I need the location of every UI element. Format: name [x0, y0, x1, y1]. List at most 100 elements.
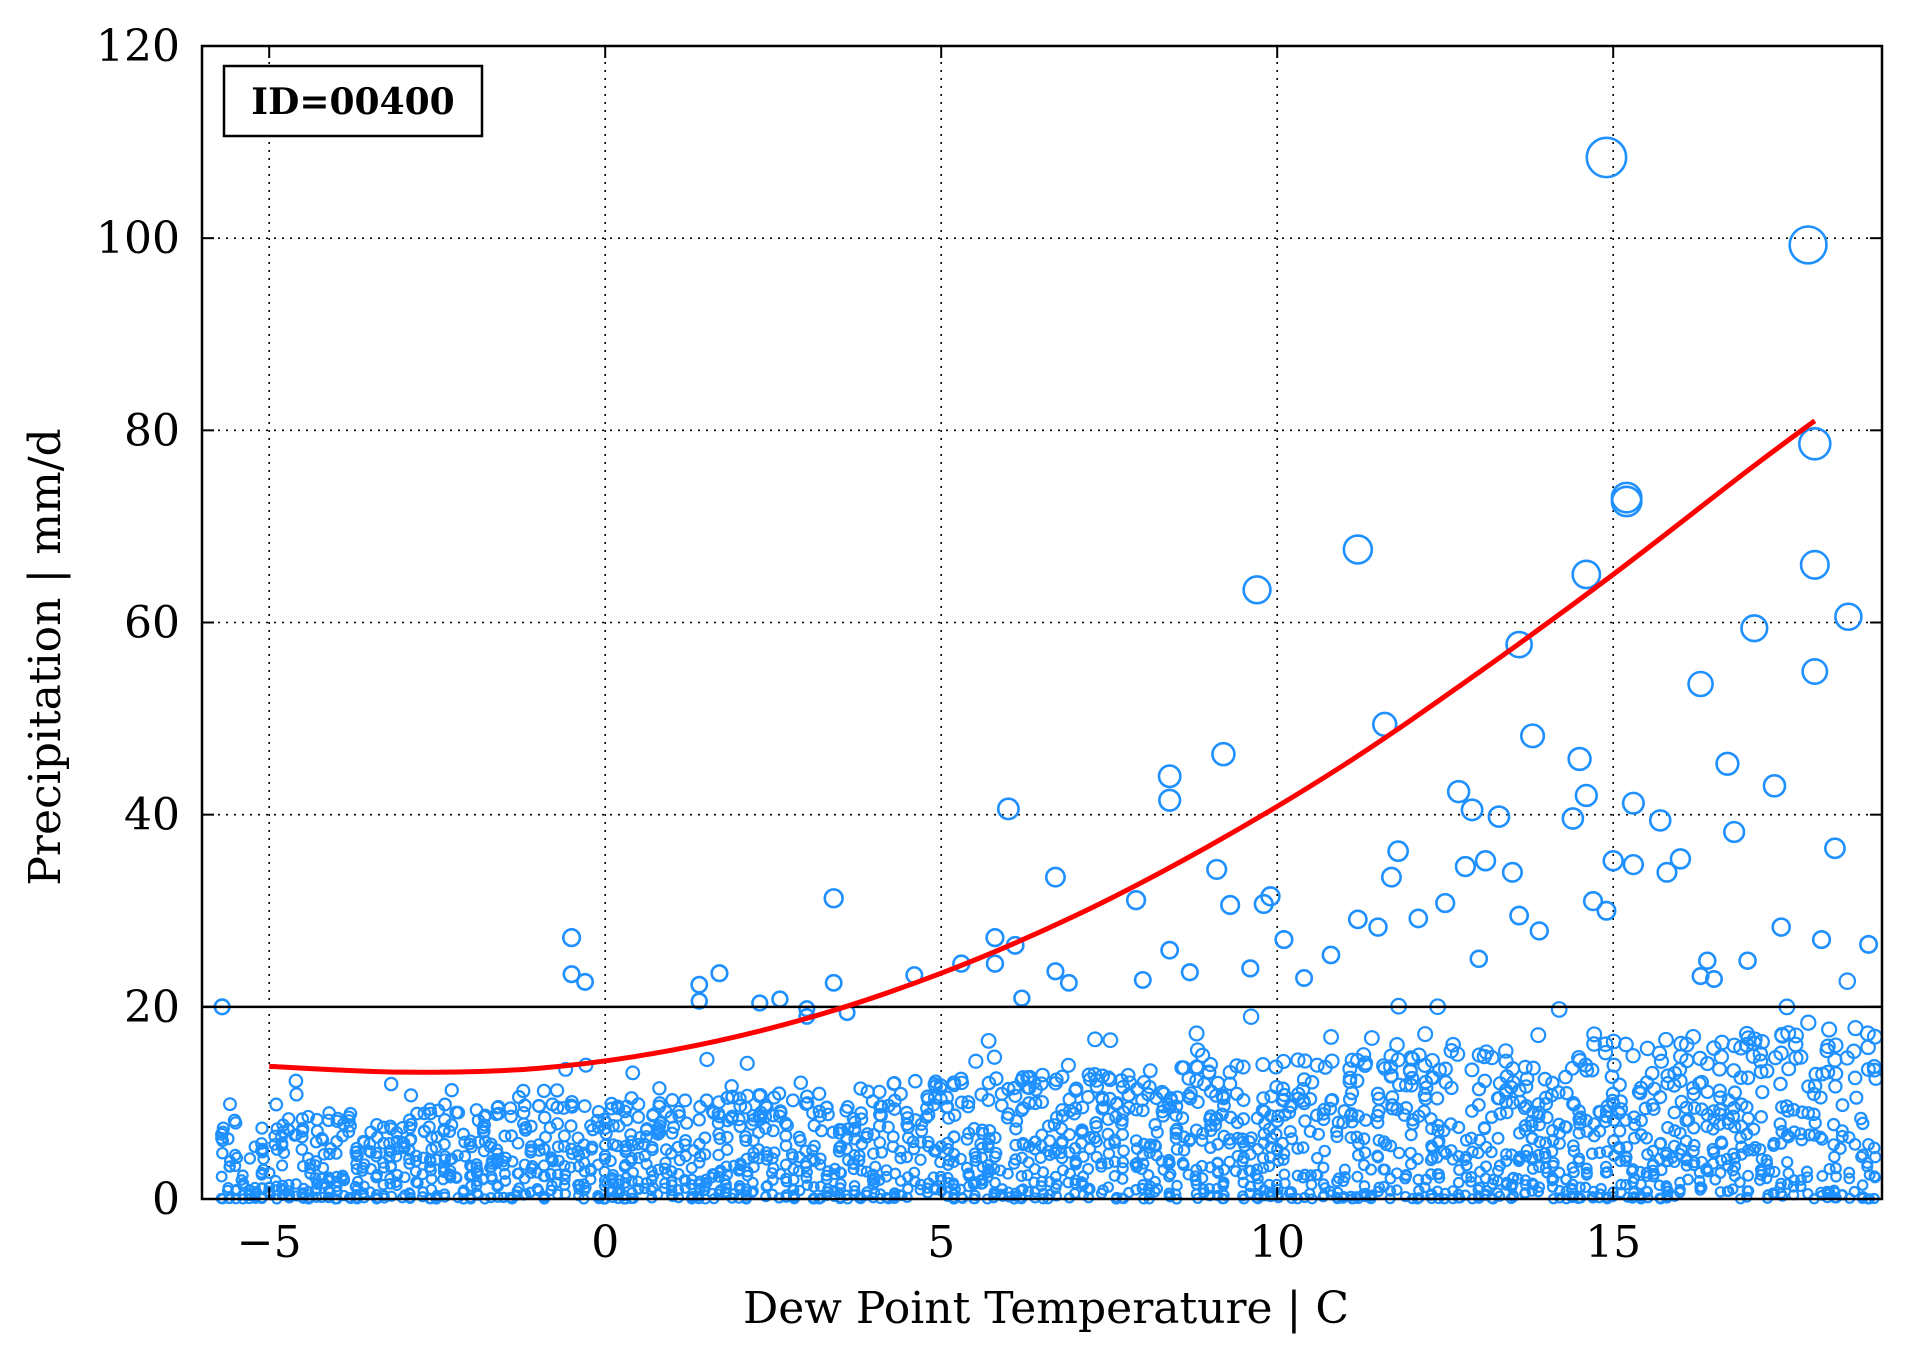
dense-point: [1848, 1137, 1862, 1151]
dense-point: [652, 1081, 667, 1096]
dense-point: [1519, 1149, 1533, 1163]
dense-point: [1773, 1117, 1787, 1131]
dense-point: [1835, 1129, 1849, 1143]
dense-point: [1712, 1083, 1727, 1098]
dense-point: [1256, 1091, 1271, 1106]
dense-point: [1823, 1162, 1836, 1176]
dense-point: [808, 1181, 820, 1193]
dense-point: [786, 1151, 800, 1164]
data-point-17: [985, 954, 1005, 973]
dense-point: [1298, 1114, 1312, 1128]
dense-point: [1869, 1171, 1882, 1184]
y-tick-label-5: 100: [96, 213, 180, 264]
dense-point: [1189, 1170, 1202, 1183]
dense-point: [1034, 1094, 1050, 1109]
dense-point: [550, 1100, 565, 1115]
dense-point: [257, 1152, 270, 1166]
dense-point: [1795, 1174, 1807, 1186]
data-point-48: [1446, 779, 1471, 804]
dense-point: [1391, 1184, 1403, 1196]
dense-point: [1075, 1100, 1090, 1115]
dense-point: [1009, 1122, 1023, 1136]
dense-point: [1530, 1027, 1547, 1044]
dense-point: [1788, 1174, 1800, 1187]
dense-point: [1847, 1070, 1863, 1086]
dense-point: [1358, 1146, 1372, 1159]
dense-point: [477, 1118, 492, 1132]
dense-point: [1753, 1143, 1767, 1156]
dense-point: [1794, 1127, 1808, 1141]
dense-point: [550, 1117, 565, 1131]
dense-point: [243, 1152, 257, 1165]
dense-point: [1404, 1128, 1418, 1142]
dense-point: [1628, 1191, 1640, 1203]
dense-point: [451, 1149, 464, 1162]
dense-point: [1484, 1110, 1499, 1125]
dense-point: [771, 1086, 787, 1101]
dense-point: [1196, 1126, 1210, 1141]
dense-point: [249, 1181, 261, 1194]
dense-point: [1533, 1160, 1546, 1174]
dense-point: [1041, 1119, 1056, 1133]
data-point-54: [1501, 861, 1523, 883]
dense-point: [357, 1187, 369, 1199]
dense-point: [819, 1100, 834, 1115]
dense-point: [276, 1159, 289, 1172]
dense-point: [1580, 1166, 1593, 1179]
dense-point: [1116, 1156, 1130, 1169]
dense-point: [255, 1168, 268, 1181]
dense-point: [1484, 1049, 1500, 1066]
dense-point: [947, 1108, 962, 1123]
dense-point: [1236, 1112, 1251, 1126]
dense-point: [301, 1109, 316, 1124]
dense-point: [1626, 1165, 1639, 1178]
dense-point: [801, 1179, 814, 1191]
dense-point: [1285, 1132, 1299, 1146]
dense-point: [546, 1155, 559, 1168]
dense-point: [1303, 1091, 1318, 1107]
dense-point: [1060, 1057, 1076, 1073]
dense-point: [1056, 1164, 1070, 1177]
dense-point: [476, 1125, 491, 1139]
dense-point: [1291, 1169, 1304, 1182]
dense-point: [1169, 1131, 1183, 1145]
dense-point: [1458, 1153, 1472, 1166]
dense-point: [577, 1099, 592, 1114]
dense-point: [720, 1130, 734, 1144]
dense-point: [422, 1120, 436, 1134]
dense-point: [1627, 1110, 1641, 1124]
dense-point: [1316, 1112, 1331, 1127]
dense-point: [1444, 1144, 1458, 1157]
dense-point: [793, 1075, 809, 1091]
dense-point: [1760, 1172, 1773, 1185]
dense-point: [1843, 1172, 1856, 1185]
dense-point: [1135, 1103, 1150, 1118]
dense-point: [1109, 1097, 1124, 1112]
dense-point: [1151, 1183, 1164, 1195]
dense-point: [900, 1111, 915, 1125]
dense-point: [450, 1171, 463, 1184]
dense-point: [409, 1155, 423, 1168]
dense-point: [678, 1138, 692, 1151]
dense-point: [229, 1159, 242, 1173]
dense-point: [1747, 1143, 1760, 1157]
dense-point: [1215, 1107, 1229, 1122]
dense-point: [1618, 1036, 1634, 1053]
dense-point: [1001, 1167, 1014, 1180]
dense-point: [986, 1049, 1003, 1065]
dense-point: [1136, 1148, 1150, 1162]
data-point-85: [1797, 426, 1832, 461]
dense-point: [1572, 1155, 1585, 1168]
dense-point: [1464, 1131, 1478, 1145]
dense-point: [1593, 1124, 1607, 1138]
dense-point: [1465, 1175, 1477, 1188]
dense-point: [1513, 1151, 1526, 1165]
dense-point: [1835, 1124, 1849, 1138]
dense-point: [564, 1119, 578, 1133]
dense-point: [1404, 1078, 1419, 1093]
dense-point: [377, 1136, 391, 1150]
data-point-40: [1342, 534, 1374, 565]
dense-point: [437, 1137, 451, 1151]
dense-point: [1357, 1132, 1371, 1146]
dense-point: [900, 1150, 913, 1164]
